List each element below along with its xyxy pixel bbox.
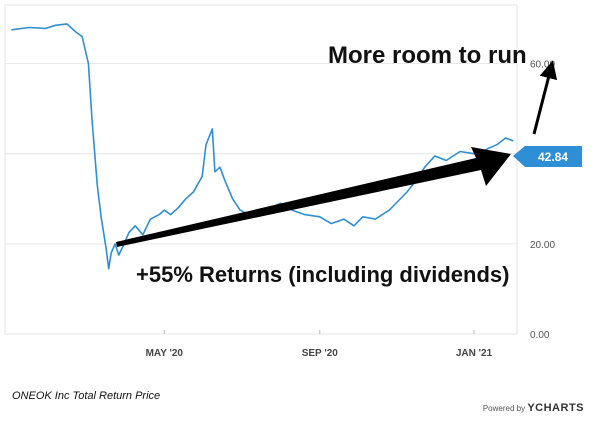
ycharts-logo: YCHARTS <box>527 402 584 414</box>
last-value-label: 42.84 <box>538 150 568 164</box>
powered-by: Powered by YCHARTS <box>483 402 584 414</box>
powered-by-label: Powered by <box>482 404 526 413</box>
chart-footer-title: ONEOK Inc Total Return Price <box>12 390 161 402</box>
y-tick-label: 20.00 <box>530 240 555 251</box>
x-tick-label: JAN '21 <box>456 348 493 359</box>
annotation-middle: +55% Returns (including dividends) <box>136 262 509 287</box>
grid <box>5 63 517 245</box>
last-value-badge: 42.84 <box>513 146 582 167</box>
x-tick-label: MAY '20 <box>146 348 184 359</box>
x-axis: MAY '20 SEP '20 JAN '21 <box>146 330 493 359</box>
plot-frame <box>4 4 518 335</box>
y-tick-label: 0.00 <box>530 330 550 341</box>
x-tick-label: SEP '20 <box>302 348 339 359</box>
up-arrow <box>532 60 558 135</box>
annotation-top: More room to run <box>328 42 527 69</box>
trend-arrow <box>116 147 511 247</box>
